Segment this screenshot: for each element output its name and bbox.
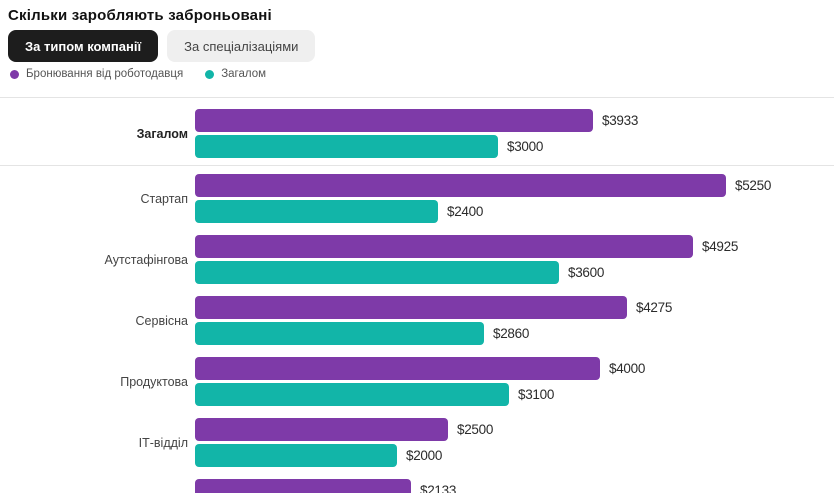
tab-bar: За типом компанії За спеціалізаціями bbox=[8, 30, 316, 62]
category-bars: $4000 $3100 bbox=[195, 355, 834, 409]
overall-bar bbox=[195, 322, 484, 345]
bar-line: $3100 bbox=[195, 383, 834, 406]
category-bars: $2500 $2000 bbox=[195, 416, 834, 470]
employer-bar bbox=[195, 296, 627, 319]
chart-row-3: Аутстафінгова $4925 $3600 bbox=[0, 228, 834, 289]
bar-line: $5250 bbox=[195, 174, 834, 197]
overall-bar bbox=[195, 135, 498, 158]
bar-chart: Загалом $3933 $3000 Стартап $5250 $2400 Аутста… bbox=[0, 97, 834, 493]
category-label: Аутстафінгова bbox=[104, 253, 188, 267]
chart-row-2: Стартап $5250 $2400 bbox=[0, 167, 834, 228]
chart-legend: Бронювання від роботодавця Загалом bbox=[10, 68, 266, 80]
bar-line: $4275 bbox=[195, 296, 834, 319]
overall-bar bbox=[195, 383, 509, 406]
category-bars: $5250 $2400 bbox=[195, 172, 834, 226]
bar-line: $2400 bbox=[195, 200, 834, 223]
category-bars: $3933 $3000 bbox=[195, 107, 834, 161]
bar-value-label: $2860 bbox=[493, 326, 530, 341]
bar-line: $2133 bbox=[195, 479, 834, 493]
overall-bar bbox=[195, 444, 397, 467]
bar-line: $2860 bbox=[195, 322, 834, 345]
bar-value-label: $4000 bbox=[609, 361, 646, 376]
bar-value-label: $3000 bbox=[507, 139, 544, 154]
legend-dot-employer-icon bbox=[10, 69, 19, 79]
category-label: Сервісна bbox=[135, 314, 188, 328]
legend-item-overall: Загалом bbox=[205, 68, 266, 80]
bar-value-label: $5250 bbox=[735, 178, 772, 193]
legend-label-overall: Загалом bbox=[221, 68, 267, 80]
chart-top-divider bbox=[0, 97, 834, 98]
employer-bar bbox=[195, 235, 693, 258]
page-title: Скільки заробляють заброньовані bbox=[8, 7, 272, 24]
bar-value-label: $3933 bbox=[602, 113, 639, 128]
chart-rows: Загалом $3933 $3000 Стартап $5250 $2400 Аутста… bbox=[0, 98, 834, 493]
bar-line: $4925 bbox=[195, 235, 834, 258]
employer-bar bbox=[195, 479, 411, 493]
bar-line: $4000 bbox=[195, 357, 834, 380]
bar-value-label: $4275 bbox=[636, 300, 673, 315]
category-label: Стартап bbox=[140, 192, 188, 206]
category-label: ІТ-відділ bbox=[138, 436, 188, 450]
chart-row-5: Продуктова $4000 $3100 bbox=[0, 350, 834, 411]
category-label: Продуктова bbox=[120, 375, 188, 389]
category-bars: $4275 $2860 bbox=[195, 294, 834, 348]
bar-value-label: $2133 bbox=[420, 483, 457, 493]
employer-bar bbox=[195, 357, 600, 380]
bar-line: $3600 bbox=[195, 261, 834, 284]
chart-row-7: Державна$2133$1000 bbox=[0, 472, 834, 493]
chart-row-6: ІТ-відділ $2500 $2000 bbox=[0, 411, 834, 472]
bar-value-label: $2400 bbox=[447, 204, 484, 219]
category-bars: $2133$1000 bbox=[195, 477, 834, 493]
group-divider bbox=[0, 165, 834, 166]
category-bars: $4925 $3600 bbox=[195, 233, 834, 287]
legend-item-employer: Бронювання від роботодавця bbox=[10, 68, 183, 80]
bar-value-label: $2000 bbox=[406, 448, 443, 463]
chart-row-4: Сервісна $4275 $2860 bbox=[0, 289, 834, 350]
category-label: Державна bbox=[0, 477, 195, 493]
tab-specializations[interactable]: За спеціалізаціями bbox=[167, 30, 316, 62]
category-label: Загалом bbox=[136, 127, 188, 141]
employer-bar bbox=[195, 109, 593, 132]
bar-value-label: $3600 bbox=[568, 265, 605, 280]
overall-bar bbox=[195, 261, 559, 284]
bar-line: $3933 bbox=[195, 109, 834, 132]
legend-dot-overall-icon bbox=[205, 69, 215, 79]
bar-value-label: $3100 bbox=[518, 387, 555, 402]
bar-value-label: $4925 bbox=[702, 239, 739, 254]
tab-company-type[interactable]: За типом компанії bbox=[8, 30, 159, 62]
bar-line: $2000 bbox=[195, 444, 834, 467]
overall-bar bbox=[195, 200, 438, 223]
bar-value-label: $2500 bbox=[457, 422, 494, 437]
chart-row-1: Загалом $3933 $3000 bbox=[0, 98, 834, 163]
bar-line: $2500 bbox=[195, 418, 834, 441]
employer-bar bbox=[195, 418, 448, 441]
bar-line: $3000 bbox=[195, 135, 834, 158]
legend-label-employer: Бронювання від роботодавця bbox=[26, 68, 184, 80]
employer-bar bbox=[195, 174, 726, 197]
